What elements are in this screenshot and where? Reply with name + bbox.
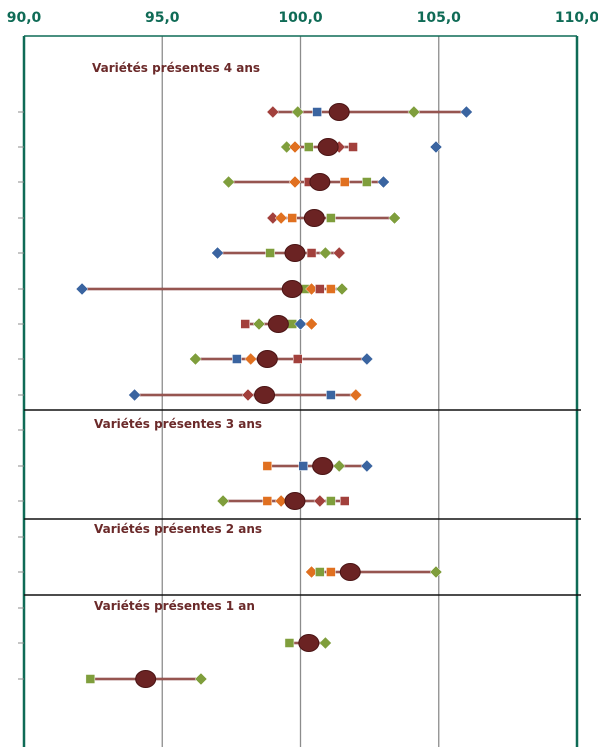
green-square-marker bbox=[362, 177, 372, 187]
blue-square-marker bbox=[232, 354, 242, 364]
orange-diamond-marker bbox=[274, 211, 288, 225]
mean-marker bbox=[284, 244, 306, 262]
mean-marker bbox=[298, 634, 320, 652]
blue-diamond-marker bbox=[360, 352, 374, 366]
mean-marker bbox=[303, 209, 325, 227]
red-diamond-marker bbox=[313, 494, 327, 508]
mean-marker bbox=[267, 315, 289, 333]
mean-marker bbox=[281, 280, 303, 298]
x-tick-label: 95,0 bbox=[145, 10, 180, 26]
mean-marker bbox=[309, 173, 331, 191]
green-diamond-marker bbox=[216, 494, 230, 508]
mean-marker bbox=[256, 350, 278, 368]
x-tick-label: 110,0 bbox=[555, 10, 598, 26]
blue-diamond-marker bbox=[460, 105, 473, 119]
green-diamond-marker bbox=[335, 282, 349, 296]
green-diamond-marker bbox=[332, 459, 346, 473]
green-diamond-marker bbox=[429, 565, 443, 579]
green-square-marker bbox=[85, 674, 96, 684]
orange-diamond-marker bbox=[288, 140, 302, 154]
red-square-marker bbox=[240, 319, 250, 329]
green-diamond-marker bbox=[194, 672, 208, 686]
green-diamond-marker bbox=[319, 246, 332, 260]
orange-square-marker bbox=[326, 284, 336, 294]
green-square-marker bbox=[265, 248, 275, 258]
orange-diamond-marker bbox=[244, 352, 258, 366]
red-square-marker bbox=[315, 284, 325, 294]
mean-marker bbox=[135, 670, 157, 688]
green-diamond-marker bbox=[407, 105, 421, 119]
mean-marker bbox=[328, 103, 350, 121]
x-tick-label: 105,0 bbox=[417, 10, 462, 26]
green-diamond-marker bbox=[319, 636, 332, 650]
green-diamond-marker bbox=[252, 317, 266, 331]
orange-square-marker bbox=[339, 177, 350, 187]
blue-square-marker bbox=[312, 107, 322, 117]
red-diamond-marker bbox=[266, 105, 280, 119]
red-square-marker bbox=[292, 354, 303, 364]
orange-square-marker bbox=[262, 496, 273, 506]
blue-square-marker bbox=[298, 461, 309, 471]
mean-marker bbox=[254, 386, 276, 404]
orange-diamond-marker bbox=[288, 175, 302, 189]
blue-diamond-marker bbox=[377, 175, 390, 189]
orange-square-marker bbox=[287, 213, 297, 223]
green-diamond-marker bbox=[291, 105, 305, 119]
red-square-marker bbox=[306, 248, 317, 258]
x-tick-label: 100,0 bbox=[278, 10, 323, 26]
orange-square-marker bbox=[326, 567, 336, 577]
x-tick-label: 90,0 bbox=[7, 10, 42, 26]
orange-diamond-marker bbox=[349, 388, 363, 402]
blue-square-marker bbox=[326, 390, 336, 400]
blue-diamond-marker bbox=[429, 140, 443, 154]
group-label: Variétés présentes 4 ans bbox=[92, 61, 260, 75]
green-square-marker bbox=[304, 142, 314, 152]
green-square-marker bbox=[326, 496, 336, 506]
blue-diamond-marker bbox=[294, 317, 307, 331]
blue-diamond-marker bbox=[211, 246, 224, 260]
green-square-marker bbox=[326, 213, 336, 223]
orange-diamond-marker bbox=[305, 317, 318, 331]
green-square-marker bbox=[284, 638, 295, 648]
mean-marker bbox=[284, 492, 306, 510]
blue-diamond-marker bbox=[128, 388, 141, 402]
green-diamond-marker bbox=[388, 211, 401, 225]
mean-marker bbox=[339, 563, 361, 581]
blue-diamond-marker bbox=[75, 282, 89, 296]
red-diamond-marker bbox=[332, 246, 346, 260]
red-square-marker bbox=[339, 496, 350, 506]
group-label: Variétés présentes 3 ans bbox=[94, 417, 262, 431]
red-square-marker bbox=[348, 142, 358, 152]
green-diamond-marker bbox=[222, 175, 235, 189]
orange-square-marker bbox=[262, 461, 273, 471]
group-label: Variétés présentes 1 an bbox=[94, 599, 255, 613]
green-square-marker bbox=[315, 567, 325, 577]
green-diamond-marker bbox=[189, 352, 202, 366]
red-diamond-marker bbox=[241, 388, 255, 402]
blue-diamond-marker bbox=[360, 459, 374, 473]
mean-marker bbox=[317, 138, 339, 156]
mean-marker bbox=[312, 457, 334, 475]
group-label: Variétés présentes 2 ans bbox=[94, 522, 262, 536]
